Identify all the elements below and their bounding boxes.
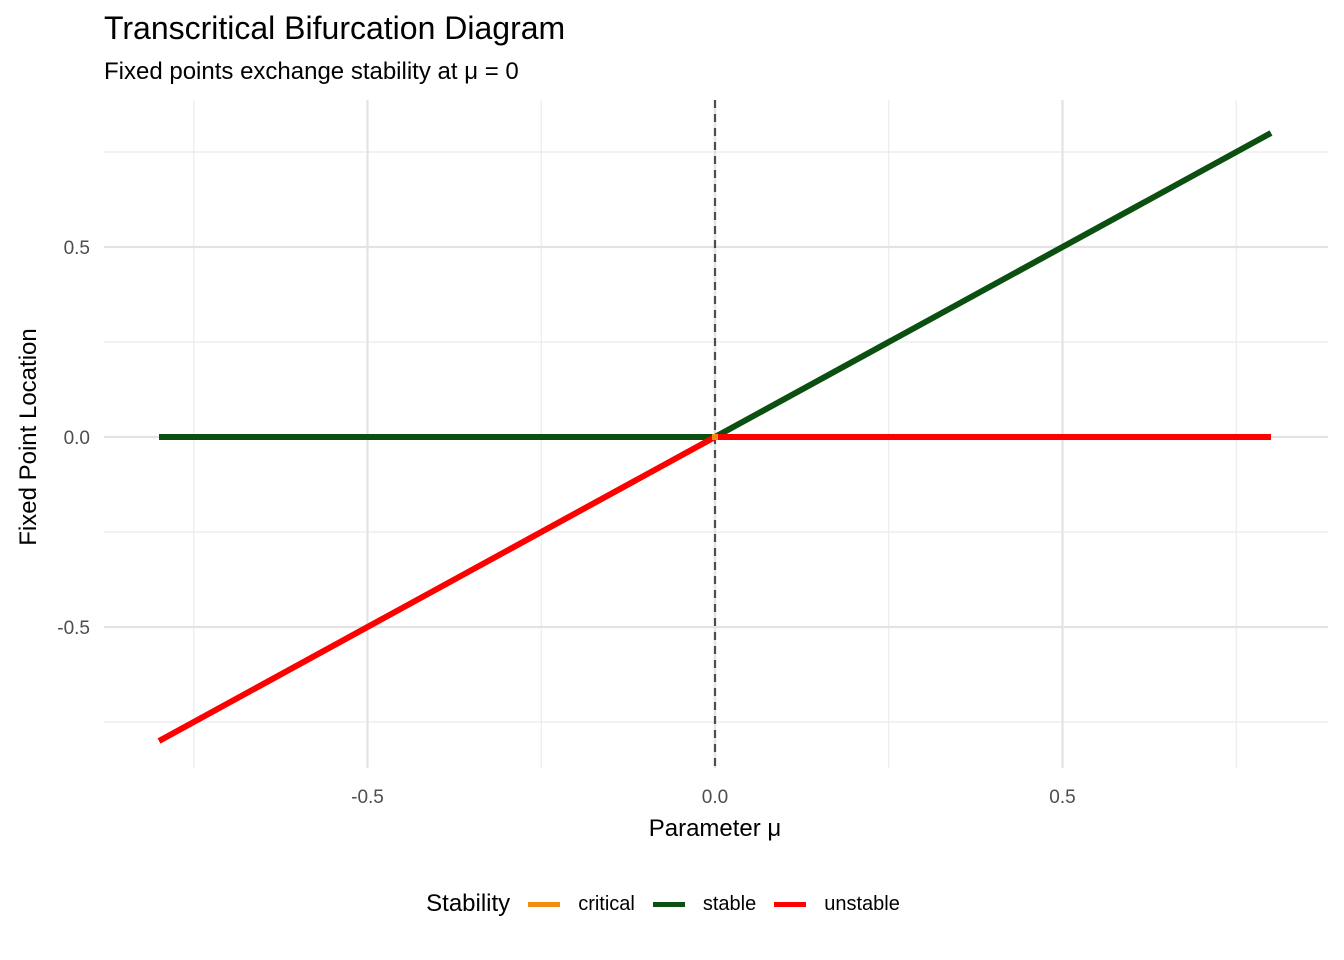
legend-key-critical [528,901,561,907]
legend-item-unstable: unstable [774,893,900,916]
x-tick-label: 0.0 [702,787,728,808]
series-stable-segment-1 [713,130,1273,440]
y-axis-title: Fixed Point Location [15,328,42,545]
x-tick-label: 0.5 [1049,787,1075,808]
series-unstable-segment-0 [157,434,717,744]
chart-subtitle: Fixed points exchange stability at μ = 0 [104,58,519,85]
legend-label-unstable: unstable [824,892,900,915]
x-tick-label: -0.5 [351,787,384,808]
y-tick-label: -0.5 [57,618,90,639]
series-critical-point-0 [712,434,718,440]
x-axis-title: Parameter μ [649,815,782,842]
chart-title: Transcritical Bifurcation Diagram [104,10,566,46]
y-tick-label: 0.0 [64,428,90,449]
legend-label-stable: stable [702,892,757,915]
y-tick-label: 0.5 [64,238,90,259]
legend-key-unstable [774,901,807,907]
legend-title: Stability [426,890,511,917]
legend-item-critical: critical [528,893,635,916]
legend-label-critical: critical [578,892,635,915]
legend-key-stable [652,901,685,907]
series-layer [157,130,1273,744]
legend: Stability critical stable unstable [0,890,1344,918]
tick-label-layer: -0.5 0.0 0.5 -0.5 0.0 0.5 [57,238,1075,808]
legend-item-stable: stable [652,892,757,916]
plot-svg: -0.5 0.0 0.5 -0.5 0.0 0.5 Parameter μ Fixed P… [15,100,1328,842]
